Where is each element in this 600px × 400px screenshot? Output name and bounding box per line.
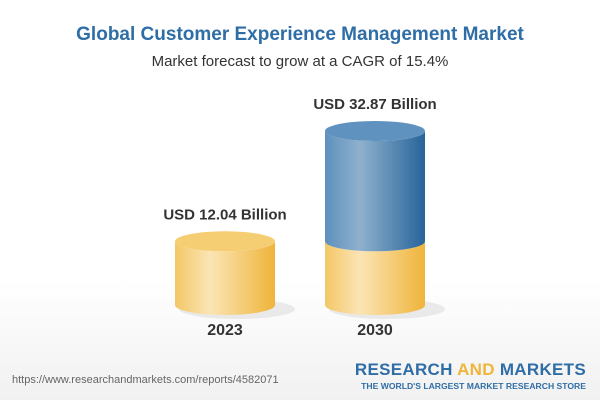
data-label: USD 12.04 Billion xyxy=(163,206,286,223)
source-url[interactable]: https://www.researchandmarkets.com/repor… xyxy=(12,374,279,386)
logo-tagline: THE WORLD'S LARGEST MARKET RESEARCH STOR… xyxy=(361,381,586,391)
category-label: 2023 xyxy=(207,322,243,339)
category-label: 2030 xyxy=(357,322,393,339)
bar-2023-body xyxy=(175,241,275,315)
logo: RESEARCH AND MARKETS xyxy=(354,360,586,379)
chart-title: Global Customer Experience Management Ma… xyxy=(76,24,524,45)
data-label: USD 32.87 Billion xyxy=(313,96,436,113)
bar-2023-top xyxy=(175,231,275,252)
bar-growth-2030-body xyxy=(325,131,425,252)
bar-base-2030-body xyxy=(325,241,425,315)
bar-growth-2030-top xyxy=(325,121,425,141)
chart-subtitle: Market forecast to grow at a CAGR of 15.… xyxy=(151,53,449,70)
